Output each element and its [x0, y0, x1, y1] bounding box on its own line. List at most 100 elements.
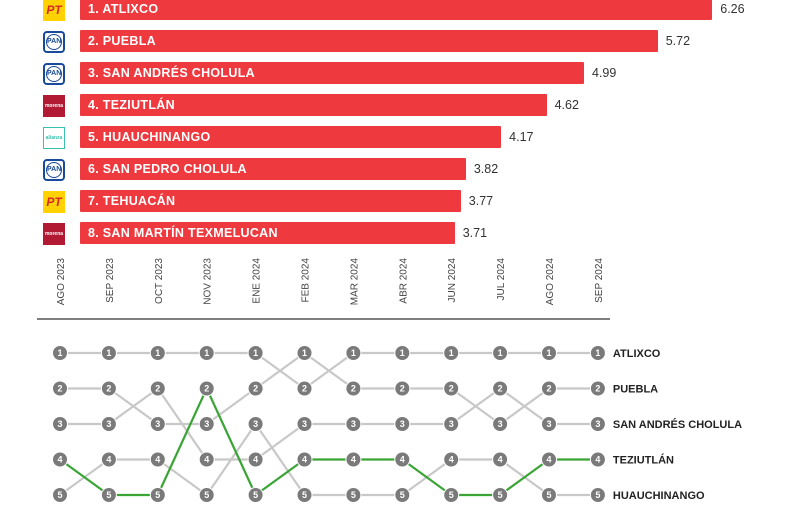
rank-node: [149, 380, 166, 397]
rank-node-label: 5: [400, 490, 405, 500]
ranking-bar-chart: PT 1. ATLIXCO 6.26 PAN 2. PUEBLA 5.72 PAN 3. SA…: [0, 0, 800, 245]
series-label: TEZIUTLÁN: [613, 454, 674, 467]
rank-node: [394, 487, 411, 503]
pt-logo: PT: [43, 191, 65, 213]
rank-node-label: 4: [57, 455, 62, 465]
party-logo-text: PAN: [46, 66, 62, 82]
rank-node: [198, 345, 215, 361]
rank-node: [247, 487, 264, 503]
bar-value: 5.72: [665, 34, 691, 48]
rank-node: [100, 345, 117, 361]
rank-node-label: 3: [106, 419, 111, 429]
rank-node: [149, 416, 166, 432]
bar-value: 3.82: [473, 162, 499, 176]
rank-node: [52, 345, 68, 361]
rank-node-label: 5: [204, 490, 209, 500]
bar-row: morena 4. TEZIUTLÁN 4.62: [0, 94, 800, 120]
rank-node-label: 1: [106, 348, 111, 358]
rank-node: [100, 416, 117, 432]
x-tick-label: AGO 2024: [545, 258, 556, 306]
pt-logo: PT: [43, 0, 65, 21]
pan-logo: PAN: [43, 159, 65, 181]
rank-node: [492, 451, 509, 468]
bar-value: 4.17: [509, 130, 534, 144]
rank-node: [100, 487, 117, 503]
rank-node-label: 2: [155, 384, 160, 394]
bar-row: morena 8. SAN MARTÍN TEXMELUCAN 3.71: [0, 222, 800, 248]
rank-node-label: 5: [351, 490, 356, 500]
rank-node: [443, 487, 460, 503]
rank-node: [492, 380, 509, 397]
rank-node: [492, 487, 509, 503]
rank-node: [589, 487, 606, 503]
rank-node: [52, 380, 68, 397]
alianza-logo: alianza: [43, 127, 65, 149]
rank-node: [149, 487, 166, 503]
rank-node: [345, 451, 362, 468]
x-tick-label: ENE 2024: [252, 258, 263, 304]
rank-node-label: 4: [204, 455, 209, 465]
rank-node-label: 5: [498, 490, 503, 500]
pan-logo: PAN: [43, 31, 65, 53]
bar-label: 6. SAN PEDRO CHOLULA: [88, 162, 247, 176]
bar-value: 4.62: [554, 98, 579, 112]
rank-node-label: 4: [155, 455, 160, 465]
series-label: HUAUCHINANGO: [613, 490, 705, 502]
rank-node: [443, 451, 460, 468]
rank-node: [443, 416, 460, 432]
series-line: [59, 387, 598, 497]
rank-node: [52, 451, 68, 468]
rank-node-label: 1: [204, 348, 209, 358]
rank-node: [198, 451, 215, 468]
bar: [80, 62, 584, 84]
rank-node: [247, 345, 264, 361]
rank-node: [492, 345, 509, 361]
series-line: [59, 422, 598, 497]
rank-node: [443, 380, 460, 397]
rank-node-label: 2: [253, 384, 258, 394]
x-tick-label: MAR 2024: [349, 258, 360, 306]
bar: [80, 0, 713, 20]
rank-node-label: 4: [400, 455, 405, 465]
rank-node-label: 2: [449, 384, 454, 394]
rank-node-label: 3: [546, 419, 551, 429]
rank-node: [198, 380, 215, 397]
x-tick-label: ABR 2024: [398, 258, 409, 304]
bar-value: 6.26: [720, 2, 745, 16]
rank-node: [541, 416, 557, 432]
rank-node: [296, 487, 313, 503]
rank-node-label: 3: [449, 419, 454, 429]
bar-value: 3.77: [468, 194, 494, 208]
rank-node: [247, 416, 264, 432]
series-label: SAN ANDRÉS CHOLULA: [613, 418, 742, 431]
rank-node-label: 1: [595, 348, 600, 358]
rank-node: [394, 416, 411, 432]
rank-node-label: 5: [302, 490, 307, 500]
morena-logo: morena: [43, 223, 65, 245]
rank-node: [100, 380, 117, 397]
rank-node-label: 2: [400, 384, 405, 394]
rank-node: [541, 451, 557, 468]
rank-node-label: 1: [302, 348, 307, 358]
rank-node-label: 1: [253, 348, 258, 358]
rank-node: [541, 345, 557, 361]
bar-row: PT 1. ATLIXCO 6.26: [0, 0, 800, 24]
x-tick-label: SEP 2024: [594, 258, 605, 303]
rank-node-label: 5: [253, 490, 258, 500]
x-tick-label: JUN 2024: [447, 258, 458, 303]
rank-node: [149, 451, 166, 468]
rank-node: [345, 416, 362, 432]
party-logo-text: PAN: [46, 34, 62, 50]
bar: [80, 222, 455, 244]
bar-label: 5. HUAUCHINANGO: [88, 130, 211, 144]
bar-label: 3. SAN ANDRÉS CHOLULA: [88, 66, 255, 80]
series-label: PUEBLA: [613, 384, 658, 396]
rank-node: [296, 451, 313, 468]
rank-node-label: 5: [546, 490, 551, 500]
rank-node-label: 1: [546, 348, 551, 358]
rank-node: [52, 416, 68, 432]
bar-label: 4. TEZIUTLÁN: [88, 98, 175, 112]
bar: [80, 94, 547, 116]
bar-label: 2. PUEBLA: [88, 34, 156, 48]
